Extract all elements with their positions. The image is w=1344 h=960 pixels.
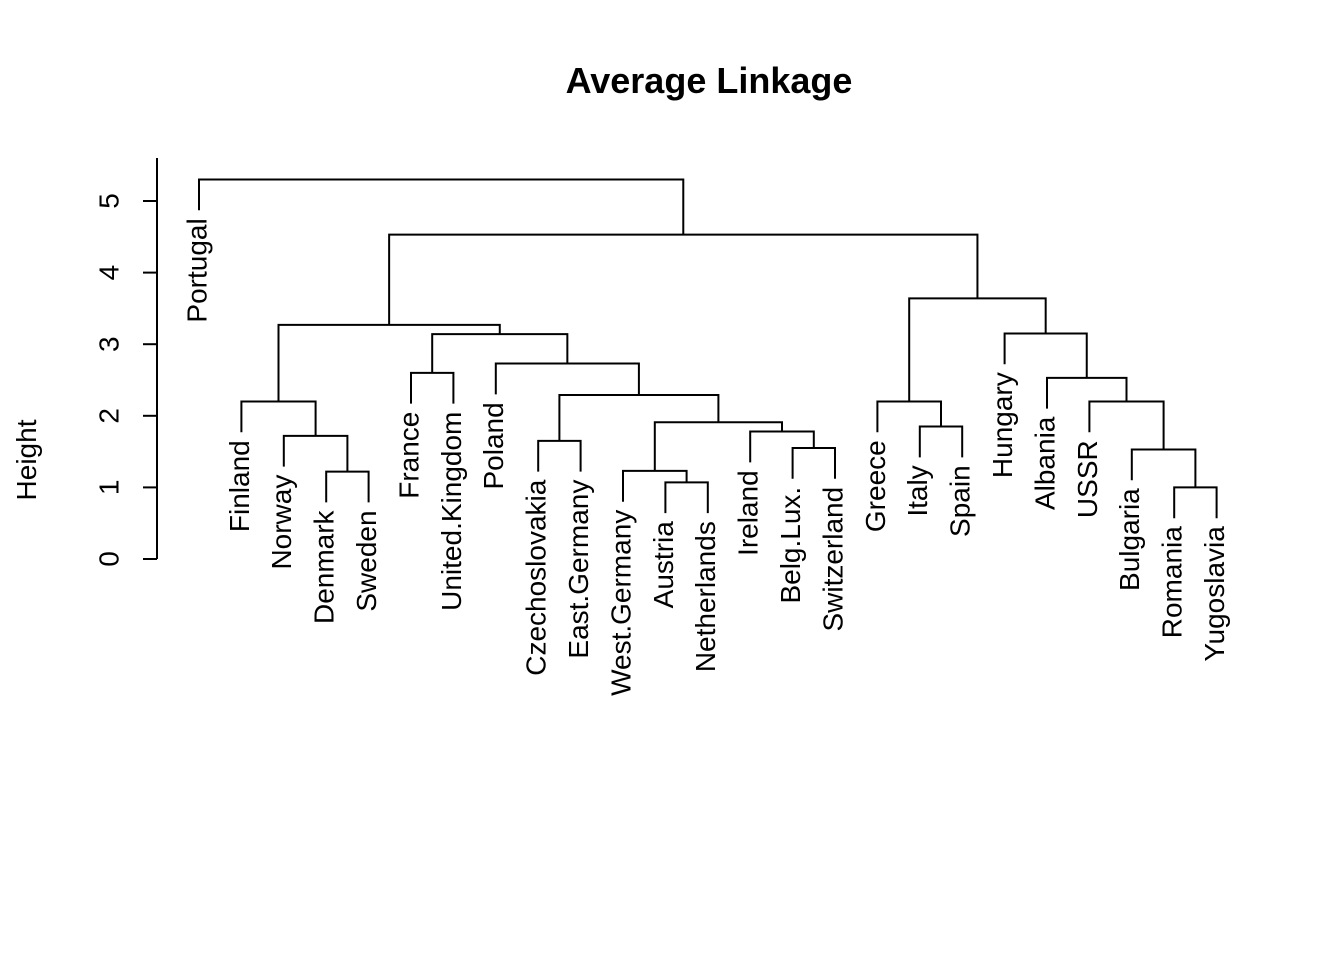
- dendrogram-branch: [388, 233, 979, 325]
- dendrogram-branches: [198, 178, 1218, 519]
- leaf-label: Sweden: [351, 510, 382, 611]
- y-tick-label: 3: [93, 336, 124, 352]
- dendrogram-branch: [277, 323, 501, 402]
- y-tick-label: 0: [93, 551, 124, 567]
- leaf-label: United.Kingdom: [436, 412, 467, 611]
- leaf-label: Finland: [224, 440, 255, 532]
- dendrogram-branch: [410, 371, 455, 404]
- dendrogram-branch: [653, 421, 783, 471]
- dendrogram-branch: [198, 178, 685, 235]
- dendrogram-branch: [791, 447, 836, 479]
- leaf-label: Austria: [648, 521, 679, 609]
- leaf-label: East.Germany: [563, 480, 594, 659]
- dendrogram-branch: [282, 434, 349, 472]
- leaf-label: Ireland: [733, 470, 764, 556]
- leaf-label: Poland: [478, 402, 509, 489]
- leaf-label: Switzerland: [817, 487, 848, 632]
- dendrogram-branch: [918, 425, 964, 458]
- dendrogram-branch: [1130, 448, 1197, 488]
- leaf-label: France: [393, 412, 424, 499]
- dendrogram-branch: [1046, 376, 1128, 409]
- dendrogram-branch: [622, 469, 688, 502]
- leaf-label: Romania: [1157, 526, 1188, 638]
- dendrogram-branch: [325, 470, 370, 503]
- dendrogram-branch: [1003, 332, 1088, 378]
- leaf-label: USSR: [1072, 440, 1103, 518]
- leaf-label: Bulgaria: [1114, 488, 1145, 591]
- chart-title: Average Linkage: [566, 60, 853, 101]
- y-tick-label: 5: [93, 193, 124, 209]
- dendrogram-branch: [749, 430, 815, 463]
- leaf-label: Belg.Lux.: [775, 487, 806, 604]
- dendrogram-branch: [1173, 486, 1218, 519]
- dendrogram-branch: [908, 297, 1047, 402]
- dendrogram-branch: [431, 333, 569, 373]
- leaf-label: Albania: [1029, 416, 1060, 510]
- y-tick-label: 2: [93, 408, 124, 424]
- leaf-label: Yugoslavia: [1199, 526, 1230, 662]
- leaf-label: West.Germany: [605, 510, 636, 696]
- leaf-label: Netherlands: [690, 521, 721, 672]
- leaf-label: Portugal: [181, 218, 212, 322]
- y-tick-label: 4: [93, 265, 124, 281]
- leaf-label: Italy: [902, 465, 933, 516]
- leaf-label: Greece: [860, 440, 891, 532]
- leaf-label: Hungary: [987, 372, 1018, 478]
- leaf-label: Spain: [945, 465, 976, 537]
- leaf-label: Czechoslovakia: [521, 479, 552, 676]
- dendrogram-branch: [537, 439, 582, 472]
- dendrogram-branch: [876, 400, 942, 433]
- dendrogram-branch: [494, 362, 640, 396]
- leaf-label: Denmark: [309, 509, 340, 624]
- leaf-labels: Portugal Finland Norway Denmark Sweden France…: [181, 218, 1230, 696]
- y-axis-label: Height: [11, 419, 42, 500]
- y-axis: 0 1 2 3 4 5: [93, 158, 158, 567]
- leaf-label: Norway: [266, 475, 297, 570]
- y-tick-label: 1: [93, 480, 124, 496]
- dendrogram-branch: [558, 394, 720, 441]
- dendrogram-branch: [240, 400, 317, 436]
- dendrogram-branch: [664, 481, 709, 514]
